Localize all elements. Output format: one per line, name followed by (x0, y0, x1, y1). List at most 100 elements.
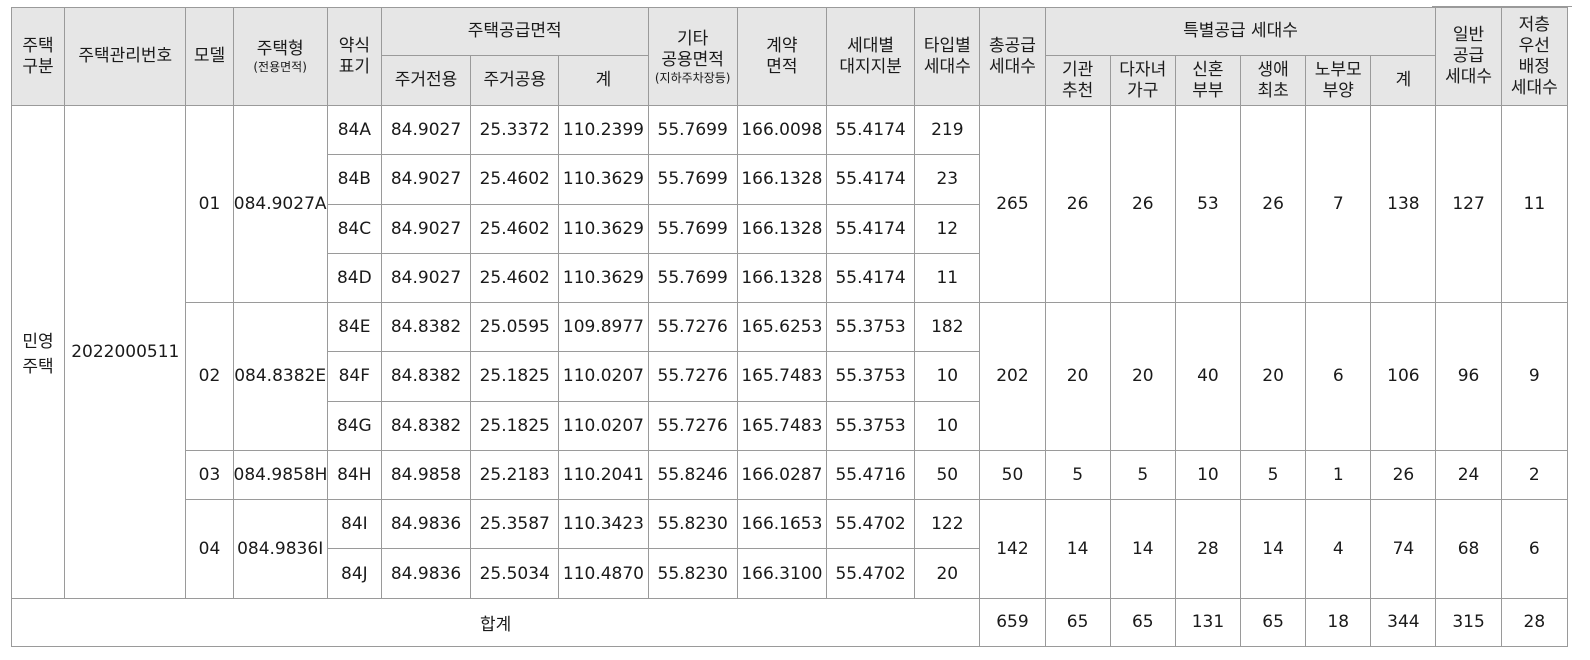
table-row: 02 084.8382E 84E 84.8382 25.0595 109.897… (12, 302, 1569, 451)
area-total-cell: 110.2399 (558, 104, 649, 156)
header-housing-type: 주택 구분 (10, 7, 66, 106)
top-edge-rule (1432, 0, 1572, 7)
institution-cell: 26 (1044, 104, 1111, 304)
other-area-cell: 55.7276 (647, 302, 738, 353)
header-supply-area: 주택공급면적 (380, 7, 649, 56)
general-supply-cell: 96 (1435, 302, 1502, 451)
header-house-type: 주택형 (전용면적) (232, 7, 328, 106)
other-area-cell: 55.7276 (647, 400, 738, 451)
type-units-cell: 11 (914, 252, 981, 304)
house-type-cell: 084.9027A (232, 104, 328, 304)
area-total-cell: 110.3629 (558, 252, 649, 304)
abbr-cell: 84H (326, 449, 382, 501)
contract-area-cell: 166.0287 (736, 449, 828, 501)
type-units-cell: 12 (914, 203, 981, 254)
exclusive-cell: 84.8382 (380, 302, 472, 353)
other-area-cell: 55.7276 (647, 351, 738, 402)
type-units-cell: 23 (914, 154, 981, 205)
exclusive-cell: 84.9027 (380, 252, 472, 304)
type-units-cell: 20 (914, 548, 981, 599)
elderly-cell: 1 (1305, 449, 1372, 501)
exclusive-cell: 84.9027 (380, 203, 472, 254)
total-supply-cell: 659 (979, 597, 1046, 648)
multichild-cell: 14 (1109, 499, 1176, 599)
type-units-cell: 10 (914, 400, 981, 451)
area-total-cell: 110.4870 (558, 548, 649, 599)
header-mgmt-number: 주택관리번호 (64, 7, 187, 106)
abbr-cell: 84B (326, 154, 382, 205)
house-type-cell: 084.9836I (232, 499, 328, 599)
common-cell: 25.4602 (470, 252, 560, 304)
model-cell: 03 (185, 449, 234, 501)
multichild-cell: 65 (1109, 597, 1176, 648)
contract-area-cell: 166.1653 (736, 499, 828, 550)
contract-area-cell: 166.0098 (736, 104, 828, 156)
abbr-cell: 84I (326, 499, 382, 550)
land-share-cell: 55.4174 (825, 154, 916, 205)
area-total-cell: 110.3423 (558, 499, 649, 550)
total-supply-cell: 50 (979, 449, 1046, 501)
exclusive-cell: 84.8382 (380, 351, 472, 402)
table-body: 민영 주택 2022000511 01 084.9027A 84A 84.9027… (10, 104, 1569, 648)
header-total-supply: 총공급 세대수 (979, 7, 1046, 106)
common-cell: 25.0595 (470, 302, 560, 353)
newlywed-cell: 10 (1174, 449, 1242, 501)
header-institution: 기관 추천 (1044, 55, 1111, 106)
abbr-cell: 84F (326, 351, 382, 402)
header-area-total: 계 (558, 55, 649, 106)
header-other-common-area: 기타 공용면적 (지하주차장등) (647, 7, 738, 106)
model-cell: 04 (185, 499, 234, 599)
first-time-cell: 14 (1239, 499, 1307, 599)
area-total-cell: 110.3629 (558, 154, 649, 205)
multichild-cell: 5 (1109, 449, 1176, 501)
newlywed-cell: 53 (1174, 104, 1242, 304)
land-share-cell: 55.3753 (825, 351, 916, 402)
newlywed-cell: 131 (1174, 597, 1242, 648)
exclusive-cell: 84.9836 (380, 499, 472, 550)
low-floor-cell: 11 (1500, 104, 1569, 304)
land-share-cell: 55.4702 (825, 499, 916, 550)
common-cell: 25.1825 (470, 351, 560, 402)
area-total-cell: 110.3629 (558, 203, 649, 254)
type-units-cell: 10 (914, 351, 981, 402)
type-units-cell: 50 (914, 449, 981, 501)
land-share-cell: 55.4174 (825, 104, 916, 156)
first-time-cell: 65 (1239, 597, 1307, 648)
header-contract-area: 계약 면적 (736, 7, 828, 106)
general-supply-cell: 68 (1435, 499, 1502, 599)
other-area-cell: 55.7699 (647, 203, 738, 254)
low-floor-cell: 2 (1500, 449, 1569, 501)
special-total-cell: 106 (1370, 302, 1437, 451)
first-time-cell: 26 (1239, 104, 1307, 304)
area-total-cell: 109.8977 (558, 302, 649, 353)
contract-area-cell: 166.1328 (736, 154, 828, 205)
abbr-cell: 84E (326, 302, 382, 353)
area-total-cell: 110.2041 (558, 449, 649, 501)
institution-cell: 14 (1044, 499, 1111, 599)
header-type-units: 타입별 세대수 (914, 7, 981, 106)
header-general-supply: 일반 공급 세대수 (1435, 7, 1502, 106)
table-row: 04 084.9836I 84I 84.9836 25.3587 110.342… (12, 499, 1569, 599)
mgmt-number-cell: 2022000511 (64, 105, 187, 599)
general-supply-cell: 127 (1435, 104, 1502, 304)
other-area-cell: 55.7699 (647, 252, 738, 304)
institution-cell: 5 (1044, 449, 1111, 501)
special-total-cell: 138 (1370, 104, 1437, 304)
other-area-cell: 55.7699 (647, 104, 738, 156)
type-units-cell: 182 (914, 302, 981, 353)
elderly-cell: 4 (1305, 499, 1372, 599)
low-floor-cell: 6 (1500, 499, 1569, 599)
totals-label: 합계 (10, 597, 981, 648)
house-type-cell: 084.9858H (232, 449, 328, 501)
first-time-cell: 20 (1239, 302, 1307, 451)
other-area-cell: 55.8230 (647, 499, 738, 550)
header-first-time: 생애 최초 (1239, 55, 1307, 106)
elderly-cell: 18 (1305, 597, 1372, 648)
low-floor-cell: 9 (1500, 302, 1569, 451)
contract-area-cell: 166.1328 (736, 203, 828, 254)
exclusive-cell: 84.9027 (380, 154, 472, 205)
exclusive-cell: 84.9027 (380, 104, 472, 156)
total-supply-cell: 142 (979, 499, 1046, 599)
abbr-cell: 84D (326, 252, 382, 304)
special-total-cell: 74 (1370, 499, 1437, 599)
